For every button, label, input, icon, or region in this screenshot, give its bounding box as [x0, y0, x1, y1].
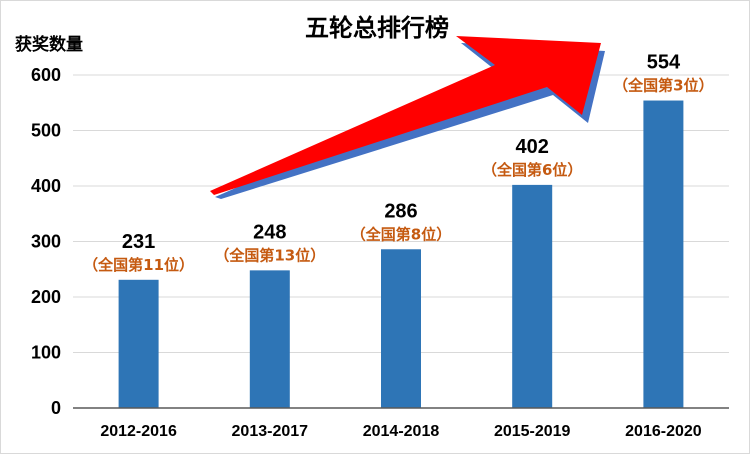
- trend-arrow: [210, 36, 601, 195]
- bar-value-label: 286: [384, 200, 417, 222]
- y-tick-label: 300: [31, 232, 61, 252]
- bar-value-label: 248: [253, 221, 286, 243]
- x-tick-label: 2016-2020: [625, 423, 702, 440]
- y-tick-label: 500: [31, 121, 61, 141]
- chart-title: 五轮总排行榜: [305, 14, 449, 42]
- x-tick-label: 2015-2019: [494, 423, 571, 440]
- x-tick-label: 2012-2016: [100, 423, 177, 440]
- x-tick-label: 2013-2017: [232, 423, 309, 440]
- bar: [249, 270, 290, 408]
- bar: [643, 100, 684, 408]
- rank-annotation: （全国第6位）: [482, 161, 582, 179]
- bar: [512, 184, 553, 408]
- bar-value-label: 231: [122, 231, 155, 253]
- y-tick-label: 100: [31, 343, 61, 363]
- y-tick-label: 200: [31, 287, 61, 307]
- rank-annotation: （全国第3位）: [613, 77, 713, 95]
- rank-annotation: （全国第11位）: [83, 256, 194, 274]
- y-tick-label: 0: [51, 398, 61, 418]
- rank-annotation: （全国第8位）: [351, 225, 451, 243]
- x-tick-label: 2014-2018: [363, 423, 440, 440]
- rank-annotation: （全国第13位）: [214, 246, 325, 264]
- bar-value-label: 402: [516, 136, 549, 158]
- bar-value-label: 554: [647, 52, 681, 74]
- bar: [118, 279, 159, 408]
- y-axis-label: 获奖数量: [15, 34, 83, 55]
- y-tick-label: 400: [31, 176, 61, 196]
- y-tick-label: 600: [31, 65, 61, 85]
- bar: [381, 249, 421, 408]
